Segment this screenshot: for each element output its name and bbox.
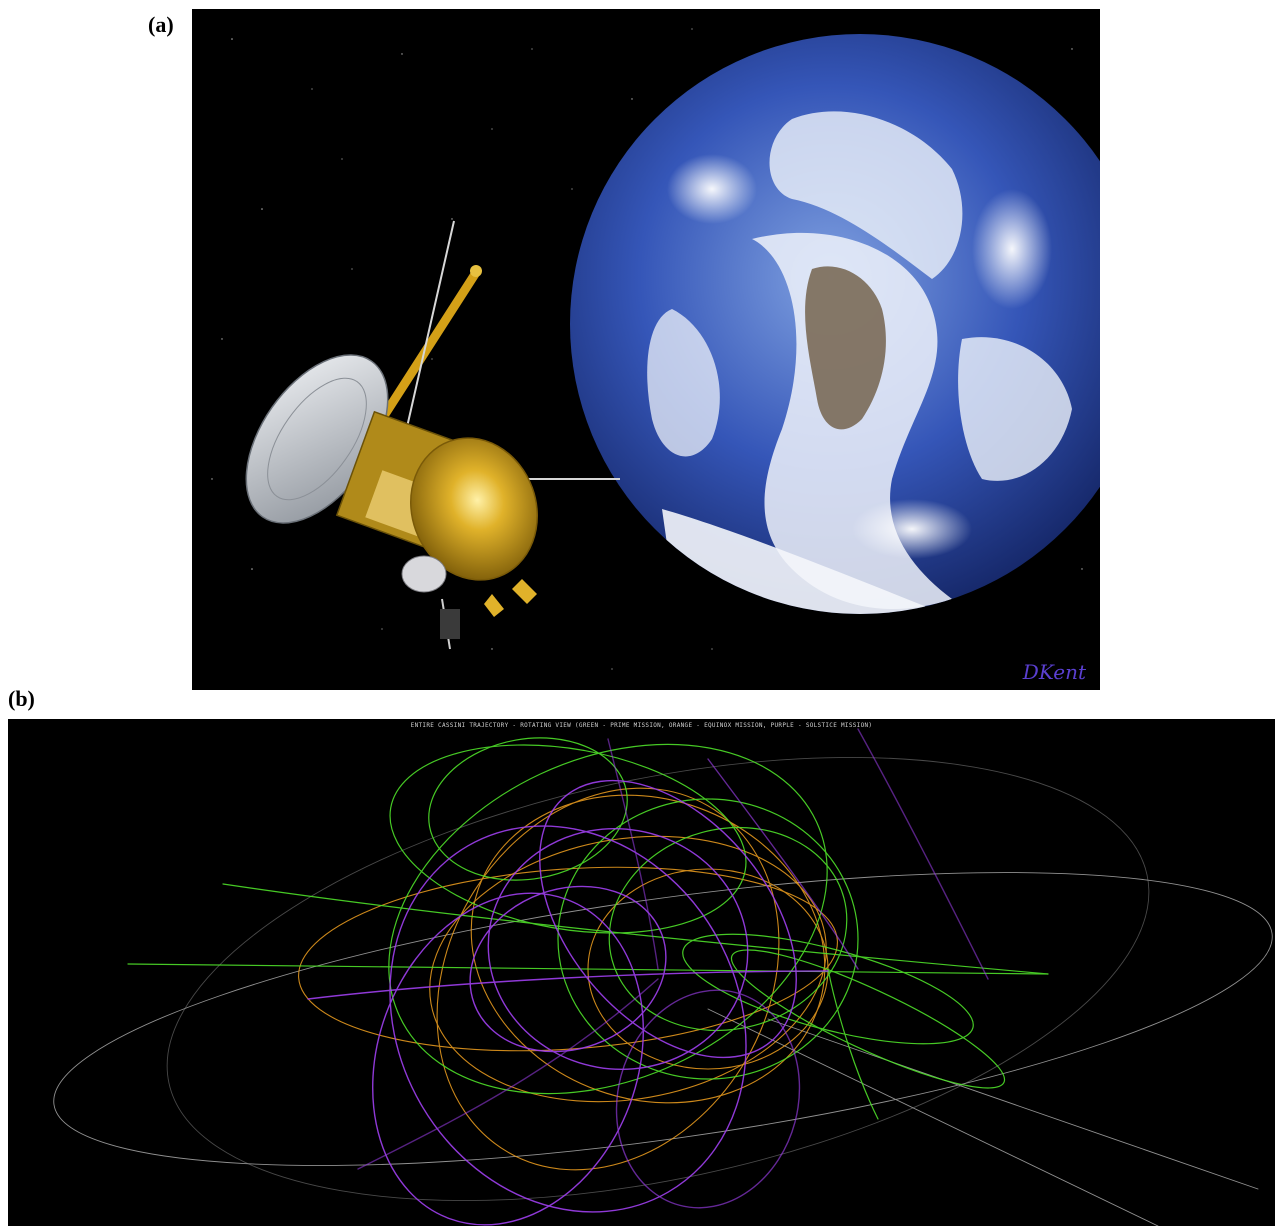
earth <box>570 34 1100 614</box>
panel-b-label: (b) <box>8 686 35 711</box>
artist-signature: DKent <box>1022 660 1086 684</box>
trajectory-plot <box>53 728 1273 1226</box>
equinox-orbits <box>298 787 838 1171</box>
cassini-trajectory-image: ENTIRE CASSINI TRAJECTORY - ROTATING VIE… <box>8 719 1275 1226</box>
starfield <box>211 28 1088 670</box>
trajectory-title: ENTIRE CASSINI TRAJECTORY - ROTATING VIE… <box>410 722 873 729</box>
solstice-orbits <box>307 728 989 1226</box>
prime-orbits <box>127 737 1049 1120</box>
cassini-earth-image: DKent <box>192 9 1100 690</box>
panel-a-label: (a) <box>148 12 174 37</box>
outer-orbits <box>53 757 1273 1226</box>
cassini-spacecraft <box>245 220 620 650</box>
cassini-earth-illustration <box>211 28 1100 670</box>
